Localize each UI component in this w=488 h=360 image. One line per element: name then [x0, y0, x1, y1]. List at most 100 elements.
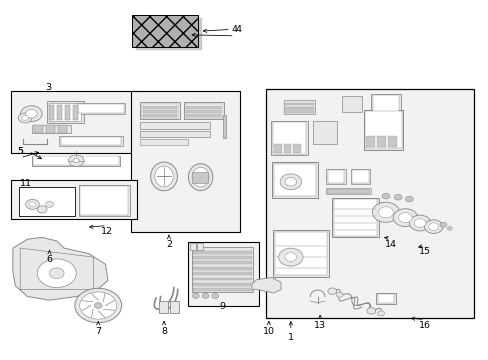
- Bar: [326, 188, 370, 194]
- Bar: [192, 283, 251, 286]
- Circle shape: [327, 288, 336, 294]
- Bar: [192, 256, 251, 259]
- Bar: [140, 131, 210, 137]
- Bar: [327, 189, 369, 194]
- Bar: [136, 18, 202, 50]
- Bar: [222, 116, 226, 138]
- Circle shape: [335, 292, 342, 297]
- Circle shape: [371, 202, 399, 222]
- Text: 11: 11: [20, 179, 32, 188]
- Bar: [365, 111, 401, 148]
- Bar: [284, 107, 314, 109]
- Bar: [11, 180, 137, 220]
- Ellipse shape: [188, 164, 212, 190]
- Bar: [186, 107, 220, 109]
- Bar: [192, 272, 251, 275]
- Bar: [80, 186, 128, 215]
- Bar: [61, 137, 121, 145]
- Text: 3: 3: [45, 83, 51, 92]
- Text: 1: 1: [287, 333, 293, 342]
- Circle shape: [366, 308, 375, 314]
- Circle shape: [68, 155, 84, 166]
- Bar: [189, 243, 195, 250]
- Bar: [192, 251, 251, 253]
- Bar: [140, 102, 179, 119]
- Circle shape: [424, 220, 442, 233]
- Circle shape: [398, 213, 411, 222]
- Bar: [283, 100, 315, 114]
- Circle shape: [18, 113, 32, 123]
- Bar: [142, 104, 177, 118]
- Bar: [49, 105, 54, 120]
- Bar: [169, 301, 178, 314]
- Ellipse shape: [192, 167, 209, 187]
- Circle shape: [447, 226, 451, 230]
- Bar: [341, 96, 361, 112]
- Circle shape: [80, 292, 117, 319]
- Circle shape: [37, 259, 76, 288]
- Circle shape: [278, 248, 303, 266]
- Bar: [47, 101, 83, 123]
- Circle shape: [377, 311, 384, 316]
- Bar: [351, 170, 368, 183]
- Bar: [387, 136, 396, 147]
- Text: 5: 5: [17, 147, 23, 156]
- Bar: [57, 105, 62, 120]
- Circle shape: [408, 215, 430, 231]
- Circle shape: [280, 174, 301, 190]
- Bar: [34, 126, 42, 133]
- Bar: [142, 114, 176, 117]
- Bar: [274, 231, 326, 275]
- Circle shape: [25, 109, 37, 118]
- Bar: [284, 111, 314, 113]
- Bar: [142, 111, 176, 113]
- Bar: [78, 104, 123, 113]
- Bar: [49, 103, 81, 121]
- Bar: [192, 288, 251, 291]
- Bar: [32, 125, 71, 133]
- Text: 2: 2: [165, 240, 172, 249]
- Circle shape: [392, 209, 417, 226]
- Bar: [372, 95, 398, 113]
- Bar: [366, 136, 374, 147]
- Bar: [312, 121, 336, 144]
- Bar: [331, 198, 378, 237]
- Circle shape: [413, 219, 425, 228]
- Bar: [186, 111, 220, 113]
- Bar: [375, 293, 395, 304]
- Circle shape: [202, 293, 208, 298]
- Bar: [33, 156, 119, 165]
- Bar: [79, 185, 130, 216]
- Polygon shape: [13, 237, 108, 300]
- Bar: [272, 230, 328, 277]
- Bar: [370, 94, 400, 114]
- Text: 13: 13: [313, 321, 325, 330]
- Bar: [284, 103, 314, 105]
- Bar: [65, 105, 70, 120]
- Circle shape: [45, 202, 53, 207]
- Bar: [58, 126, 67, 133]
- Bar: [142, 107, 176, 109]
- Circle shape: [381, 193, 389, 199]
- Circle shape: [285, 177, 296, 186]
- Text: 15: 15: [418, 247, 430, 256]
- Bar: [32, 156, 120, 166]
- Circle shape: [94, 303, 102, 309]
- Circle shape: [29, 202, 36, 207]
- Text: 4: 4: [235, 25, 241, 34]
- Text: 10: 10: [263, 327, 274, 336]
- Text: 9: 9: [219, 302, 225, 311]
- Ellipse shape: [155, 166, 173, 187]
- Circle shape: [25, 199, 39, 210]
- Circle shape: [20, 106, 42, 122]
- Bar: [76, 103, 125, 114]
- Bar: [272, 122, 306, 154]
- Bar: [271, 162, 318, 198]
- Bar: [266, 89, 473, 318]
- Circle shape: [21, 116, 28, 121]
- Bar: [326, 169, 345, 184]
- Circle shape: [378, 207, 393, 218]
- Text: 6: 6: [46, 255, 52, 264]
- Bar: [46, 126, 55, 133]
- Polygon shape: [251, 278, 281, 293]
